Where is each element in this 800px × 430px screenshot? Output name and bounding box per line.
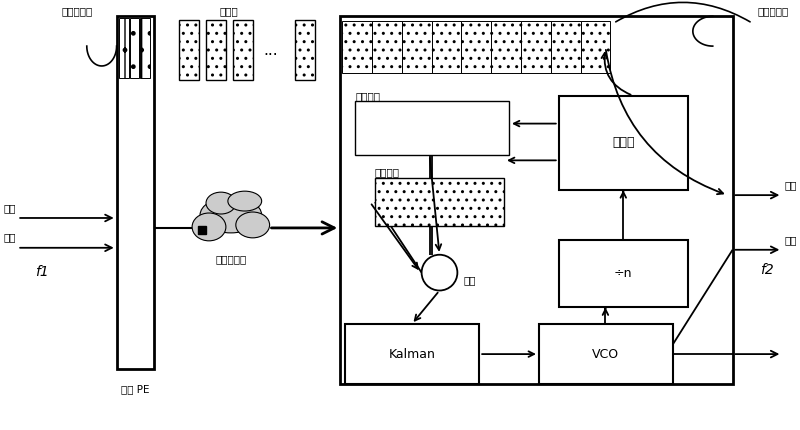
Text: 发送 PE: 发送 PE: [122, 384, 150, 394]
Bar: [141, 18, 150, 78]
Bar: [130, 18, 139, 78]
Bar: [206, 20, 226, 80]
Text: VCO: VCO: [592, 347, 619, 361]
Bar: [233, 20, 253, 80]
Bar: [491, 21, 521, 73]
Bar: [558, 96, 688, 190]
Ellipse shape: [200, 197, 262, 233]
Text: ...: ...: [263, 43, 278, 58]
Ellipse shape: [228, 191, 262, 211]
Circle shape: [422, 255, 458, 291]
Bar: [342, 21, 372, 73]
Ellipse shape: [236, 212, 270, 238]
Bar: [118, 18, 129, 78]
Text: 数据: 数据: [4, 203, 16, 213]
Text: ÷n: ÷n: [614, 267, 633, 280]
Bar: [558, 240, 688, 307]
Text: 计数器: 计数器: [612, 136, 634, 150]
Text: 差错: 差错: [463, 276, 476, 286]
Bar: [340, 16, 733, 384]
Text: 以太网网络: 以太网网络: [215, 254, 246, 264]
Text: 去抖缓冲区: 去抖缓冲区: [758, 6, 789, 16]
Bar: [539, 324, 673, 384]
Bar: [402, 21, 431, 73]
Bar: [295, 20, 315, 80]
Text: f2: f2: [761, 263, 774, 276]
Bar: [355, 101, 509, 155]
Bar: [375, 178, 504, 226]
Bar: [521, 21, 550, 73]
Bar: [372, 21, 402, 73]
Text: 数据: 数据: [784, 180, 797, 190]
Bar: [550, 21, 581, 73]
Text: 接收时戳: 接收时戳: [355, 91, 380, 101]
Bar: [345, 324, 479, 384]
Text: 数据包: 数据包: [219, 6, 238, 16]
Ellipse shape: [206, 192, 236, 214]
Text: 发送缓冲区: 发送缓冲区: [62, 6, 94, 16]
Bar: [198, 226, 206, 234]
Text: 时钟: 时钟: [4, 232, 16, 242]
Text: 时钟: 时钟: [784, 235, 797, 245]
Text: Kalman: Kalman: [389, 347, 436, 361]
Bar: [581, 21, 610, 73]
Text: f1: f1: [35, 264, 49, 279]
Bar: [179, 20, 199, 80]
Ellipse shape: [192, 213, 226, 241]
Text: 发送时戳: 发送时戳: [375, 167, 400, 177]
Bar: [431, 21, 462, 73]
Bar: [117, 16, 154, 369]
Bar: [462, 21, 491, 73]
